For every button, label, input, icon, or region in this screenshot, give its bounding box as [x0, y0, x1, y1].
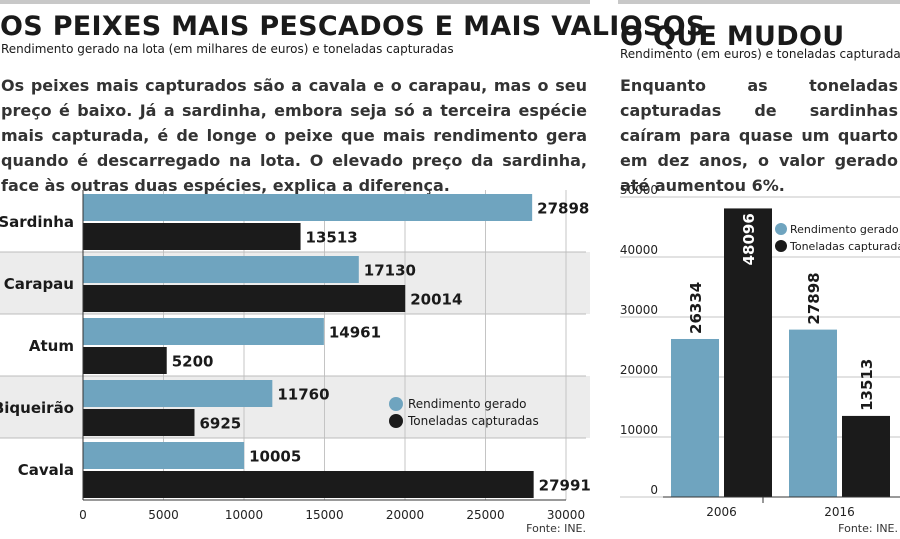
bar-cavala-toneladas-capturadas	[83, 471, 534, 498]
data-label: 20014	[410, 291, 462, 309]
x-tick-label: 15000	[305, 508, 343, 522]
legend-swatch-rendimento-gerado	[775, 223, 787, 235]
x-tick-label: 25000	[466, 508, 504, 522]
data-label: 27991	[539, 477, 590, 495]
x-tick-label: 20000	[386, 508, 424, 522]
right-source: Fonte: INE.	[838, 522, 898, 535]
bar-sardinha-rendimento-gerado	[83, 194, 533, 221]
left-title: OS PEIXES MAIS PESCADOS E MAIS VALIOSOS	[0, 11, 706, 42]
bar-2006-rendimento-gerado	[671, 338, 719, 497]
y-tick-label: 20000	[620, 363, 658, 377]
data-label: 5200	[172, 353, 214, 371]
data-label: 48096	[740, 213, 758, 265]
left-panel: OS PEIXES MAIS PESCADOS E MAIS VALIOSOS …	[0, 0, 705, 535]
left-intro: Os peixes mais capturados são a cavala e…	[1, 76, 587, 195]
legend-swatch-toneladas-capturadas	[389, 414, 403, 428]
x-tick-label: 2006	[706, 505, 737, 519]
legend-label-rendimento-gerado: Rendimento gerado	[790, 223, 899, 236]
top-rule	[618, 0, 900, 4]
legend-swatch-rendimento-gerado	[389, 397, 403, 411]
bar-2006-toneladas-capturadas	[724, 208, 772, 497]
y-tick-label: 30000	[620, 303, 658, 317]
right-title: O QUE MUDOU	[620, 21, 845, 52]
x-tick-label: 2016	[824, 505, 855, 519]
category-label-cavala: Cavala	[18, 461, 74, 479]
data-label: 10005	[249, 448, 301, 466]
data-label: 11760	[277, 386, 329, 404]
x-tick-label: 0	[79, 508, 87, 522]
y-tick-label: 50000	[620, 183, 658, 197]
data-label: 26334	[687, 282, 705, 334]
data-label: 13513	[858, 359, 876, 411]
bar-cavala-rendimento-gerado	[83, 442, 245, 469]
x-tick-label: 5000	[148, 508, 179, 522]
y-tick-label: 10000	[620, 423, 658, 437]
bar-atum-toneladas-capturadas	[83, 347, 167, 374]
legend-label-toneladas-capturadas: Toneladas capturadas	[789, 240, 900, 253]
top-rule	[0, 0, 590, 4]
left-source: Fonte: INE.	[526, 522, 586, 535]
data-label: 27898	[537, 200, 589, 218]
bar-2016-rendimento-gerado	[789, 329, 837, 497]
horizontal-bar-chart: 0 5000 10000 15000 20000 25000 30000 Sardinha 27…	[0, 190, 590, 522]
category-label-carapau: Carapau	[4, 275, 74, 293]
bar-sardinha-toneladas-capturadas	[83, 223, 301, 250]
legend-label-rendimento-gerado: Rendimento gerado	[408, 397, 527, 411]
category-label-biqueirao: Biqueirão	[0, 399, 74, 417]
bar-biqueirao-rendimento-gerado	[83, 380, 273, 407]
legend-label-toneladas-capturadas: Toneladas capturadas	[407, 414, 539, 428]
left-subtitle: Rendimento gerado na lota (em milhares d…	[1, 42, 454, 56]
legend-swatch-toneladas-capturadas	[775, 240, 787, 252]
category-label-atum: Atum	[29, 337, 74, 355]
right-panel: O QUE MUDOU Rendimento (em euros) e tone…	[618, 0, 900, 539]
bar-carapau-rendimento-gerado	[83, 256, 359, 283]
vertical-bar-chart: 0 10000 20000 30000 40000 50000 26334 48096 2006…	[620, 183, 900, 519]
bar-2016-toneladas-capturadas	[842, 415, 890, 497]
data-label: 27898	[805, 272, 823, 324]
data-label: 6925	[199, 415, 241, 433]
data-label: 13513	[306, 229, 358, 247]
y-tick-label: 0	[650, 483, 658, 497]
right-subtitle: Rendimento (em euros) e toneladas captur…	[620, 47, 900, 61]
bar-carapau-toneladas-capturadas	[83, 285, 406, 312]
x-tick-label: 10000	[225, 508, 263, 522]
x-tick-label: 30000	[547, 508, 585, 522]
data-label: 17130	[364, 262, 416, 280]
bar-biqueirao-toneladas-capturadas	[83, 409, 195, 436]
data-label: 14961	[329, 324, 381, 342]
y-tick-label: 40000	[620, 243, 658, 257]
right-intro: Enquanto as toneladas capturadas de sard…	[620, 76, 898, 195]
bar-atum-rendimento-gerado	[83, 318, 324, 345]
category-label-sardinha: Sardinha	[0, 213, 74, 231]
